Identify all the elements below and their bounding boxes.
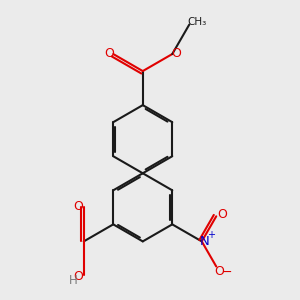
Text: O: O: [214, 266, 224, 278]
Text: O: O: [74, 200, 84, 213]
Text: CH₃: CH₃: [187, 17, 206, 27]
Text: O: O: [104, 47, 114, 60]
Text: H: H: [69, 274, 78, 287]
Text: N: N: [200, 235, 209, 248]
Text: O: O: [171, 47, 181, 60]
Text: −: −: [221, 266, 232, 279]
Text: O: O: [217, 208, 226, 221]
Text: +: +: [207, 230, 215, 240]
Text: O: O: [74, 270, 84, 283]
